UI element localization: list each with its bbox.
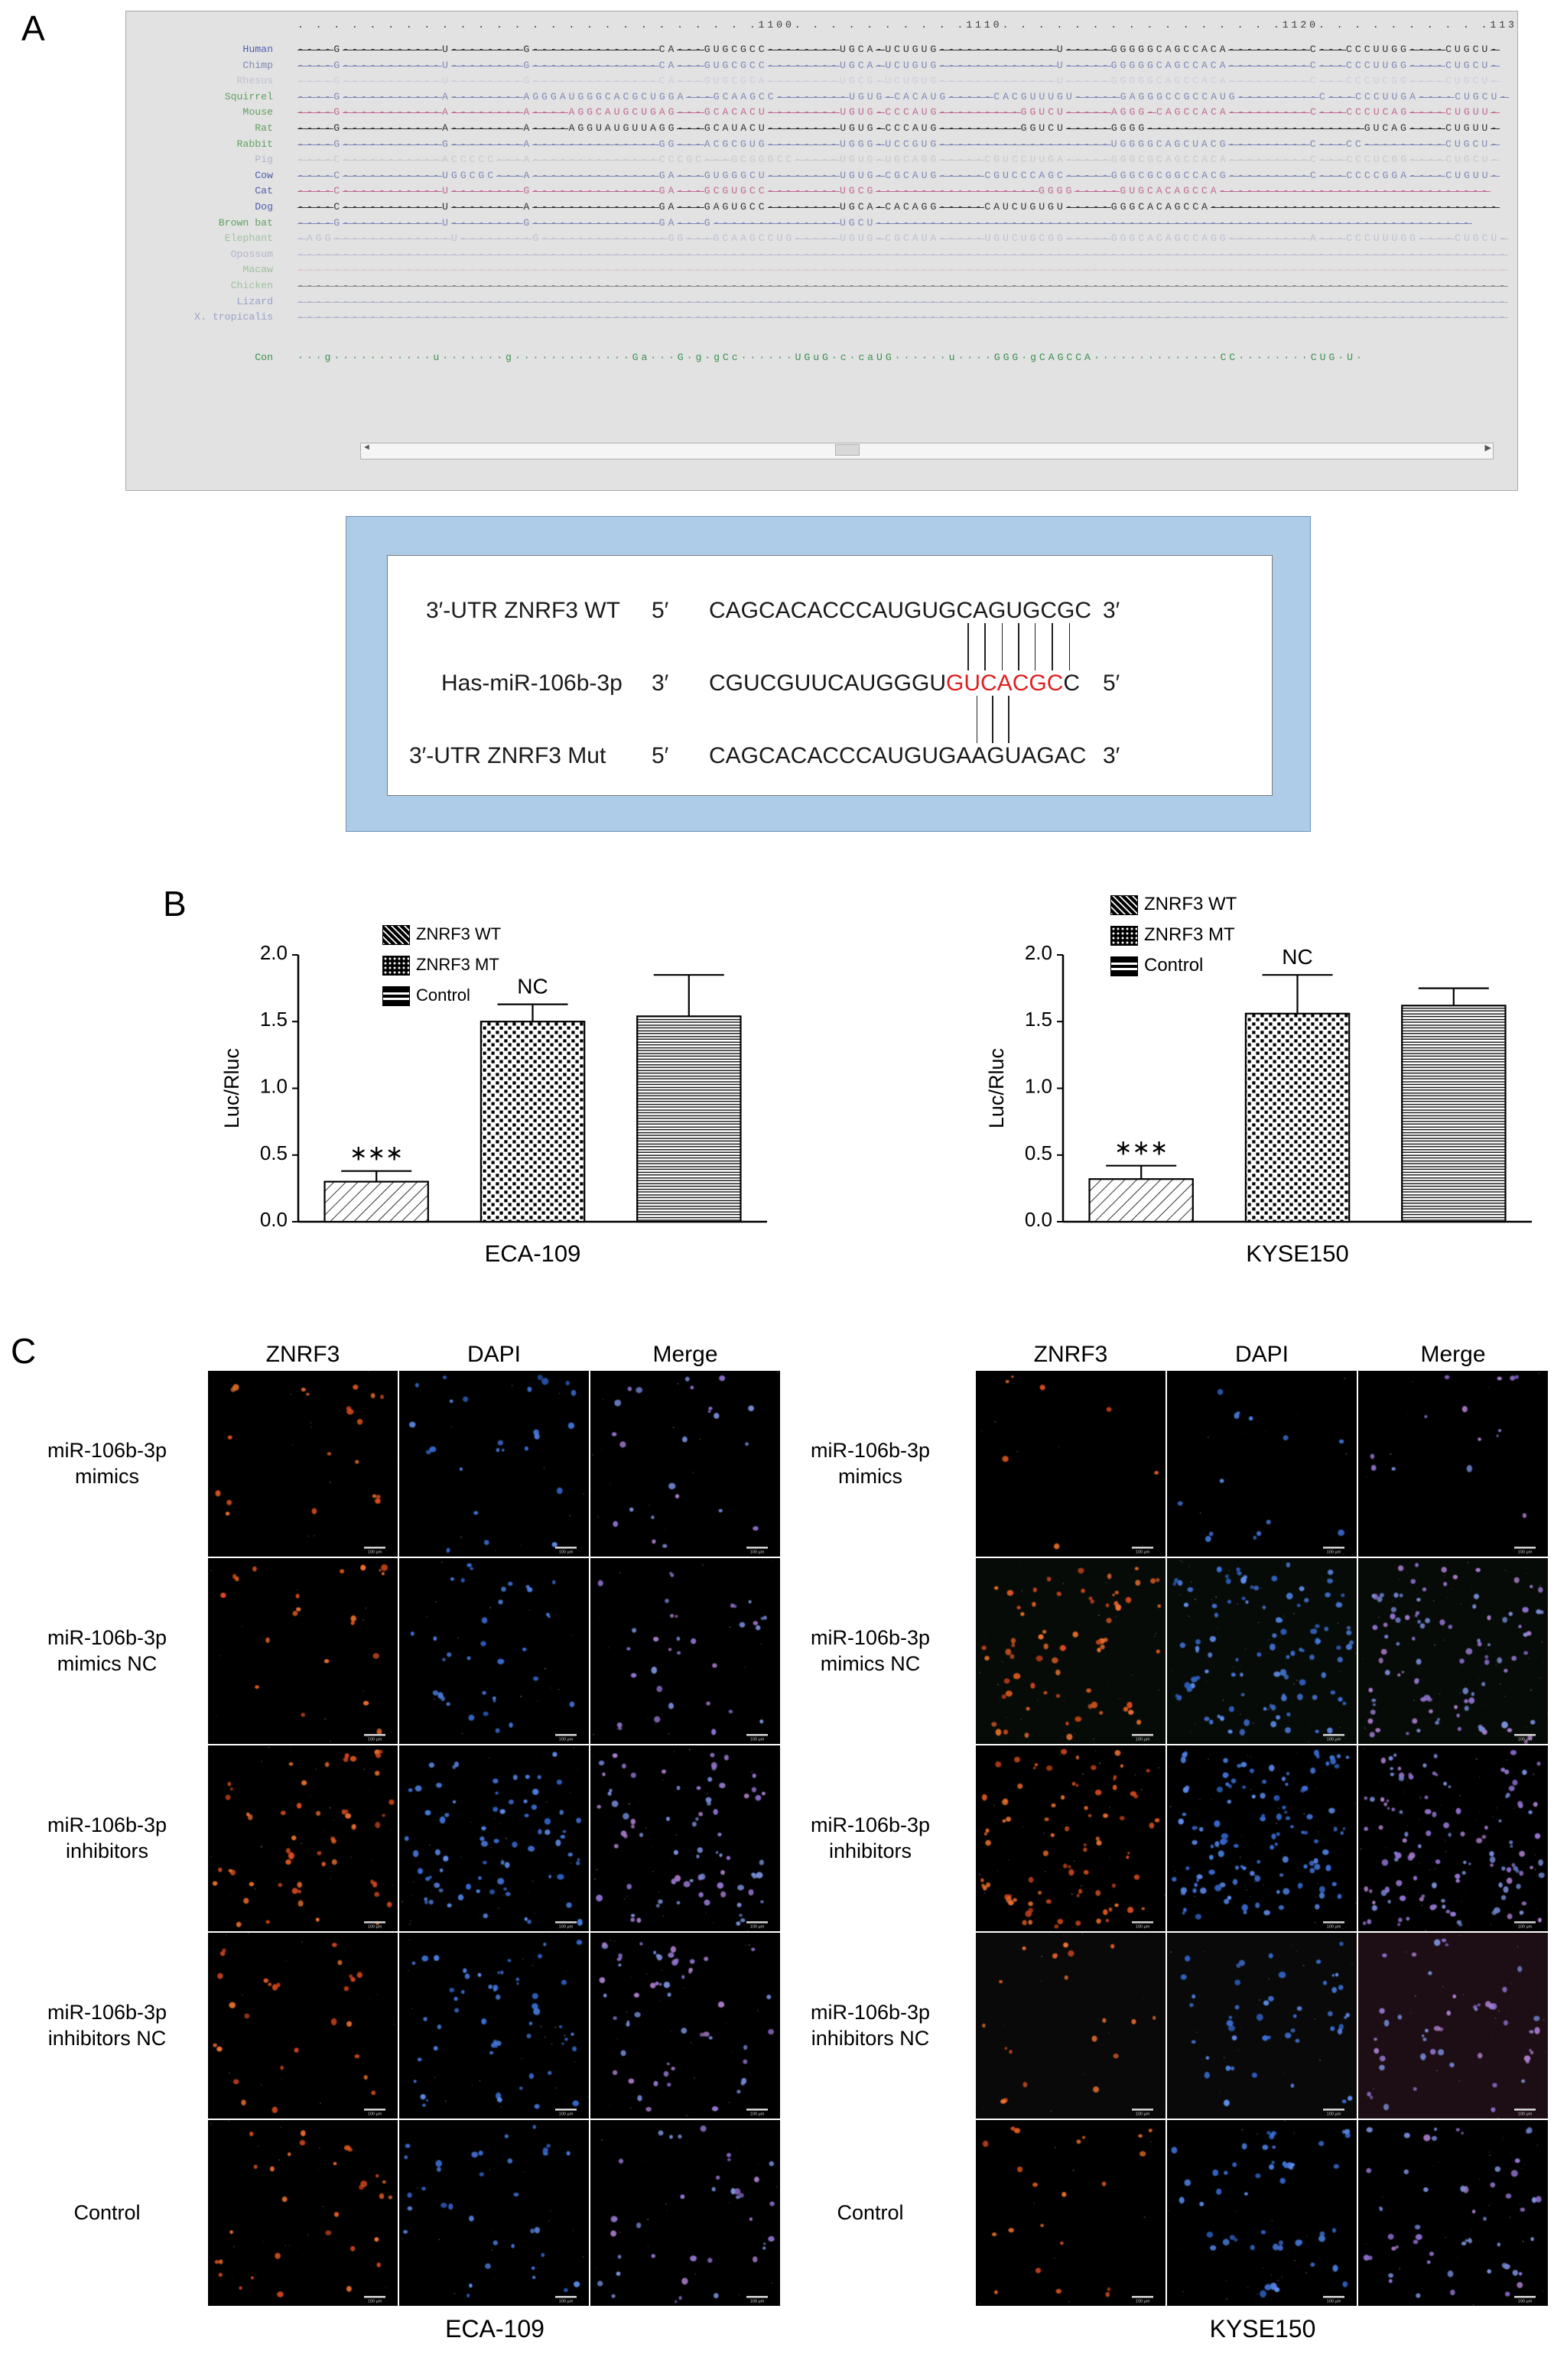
svg-text:100 µm: 100 µm: [1518, 2300, 1533, 2304]
svg-text:100 µm: 100 µm: [1136, 2112, 1150, 2117]
svg-text:0.5: 0.5: [260, 1141, 288, 1164]
svg-text:100 µm: 100 µm: [559, 1738, 574, 1742]
svg-text:100 µm: 100 µm: [559, 2112, 574, 2117]
svg-text:∗∗∗: ∗∗∗: [349, 1141, 403, 1165]
svg-text:Luc/Rluc: Luc/Rluc: [987, 1048, 1008, 1128]
svg-text:100 µm: 100 µm: [1518, 1550, 1533, 1555]
svg-text:100 µm: 100 µm: [368, 1925, 382, 1930]
svg-text:100 µm: 100 µm: [1136, 2300, 1150, 2304]
svg-text:0.0: 0.0: [1025, 1208, 1052, 1231]
svg-text:100 µm: 100 µm: [1327, 1550, 1341, 1555]
svg-text:100 µm: 100 µm: [1327, 2300, 1341, 2304]
svg-text:2.0: 2.0: [260, 941, 288, 964]
svg-text:100 µm: 100 µm: [368, 1550, 382, 1555]
svg-text:100 µm: 100 µm: [559, 2300, 574, 2304]
svg-text:100 µm: 100 µm: [559, 1925, 574, 1930]
svg-text:NC: NC: [1282, 945, 1312, 969]
svg-text:NC: NC: [517, 975, 548, 998]
svg-text:Luc/Rluc: Luc/Rluc: [222, 1048, 243, 1128]
svg-text:100 µm: 100 µm: [368, 1738, 382, 1742]
svg-text:100 µm: 100 µm: [750, 1738, 765, 1742]
svg-text:0.5: 0.5: [1025, 1141, 1052, 1164]
svg-text:100 µm: 100 µm: [368, 2112, 382, 2117]
svg-text:100 µm: 100 µm: [750, 2112, 765, 2117]
svg-text:100 µm: 100 µm: [750, 2300, 765, 2304]
svg-text:100 µm: 100 µm: [1327, 2112, 1341, 2117]
svg-text:100 µm: 100 µm: [1136, 1925, 1150, 1930]
svg-text:100 µm: 100 µm: [559, 1550, 574, 1555]
svg-text:ECA-109: ECA-109: [485, 1240, 581, 1267]
svg-text:∗∗∗: ∗∗∗: [1114, 1136, 1168, 1160]
svg-text:1.5: 1.5: [260, 1008, 288, 1031]
svg-text:100 µm: 100 µm: [1327, 1925, 1341, 1930]
svg-text:0.0: 0.0: [260, 1208, 288, 1231]
svg-text:100 µm: 100 µm: [1327, 1738, 1341, 1742]
svg-text:100 µm: 100 µm: [368, 2300, 382, 2304]
svg-text:100 µm: 100 µm: [750, 1925, 765, 1930]
svg-text:2.0: 2.0: [1025, 941, 1052, 964]
svg-text:1.5: 1.5: [1025, 1008, 1052, 1031]
svg-text:100 µm: 100 µm: [1136, 1738, 1150, 1742]
svg-text:100 µm: 100 µm: [1518, 1925, 1533, 1930]
svg-text:1.0: 1.0: [1025, 1075, 1052, 1098]
svg-text:100 µm: 100 µm: [1136, 1550, 1150, 1555]
svg-text:100 µm: 100 µm: [1518, 1738, 1533, 1742]
svg-text:100 µm: 100 µm: [1518, 2112, 1533, 2117]
svg-text:1.0: 1.0: [260, 1075, 288, 1098]
svg-text:KYSE150: KYSE150: [1246, 1240, 1348, 1267]
svg-text:100 µm: 100 µm: [750, 1550, 765, 1555]
